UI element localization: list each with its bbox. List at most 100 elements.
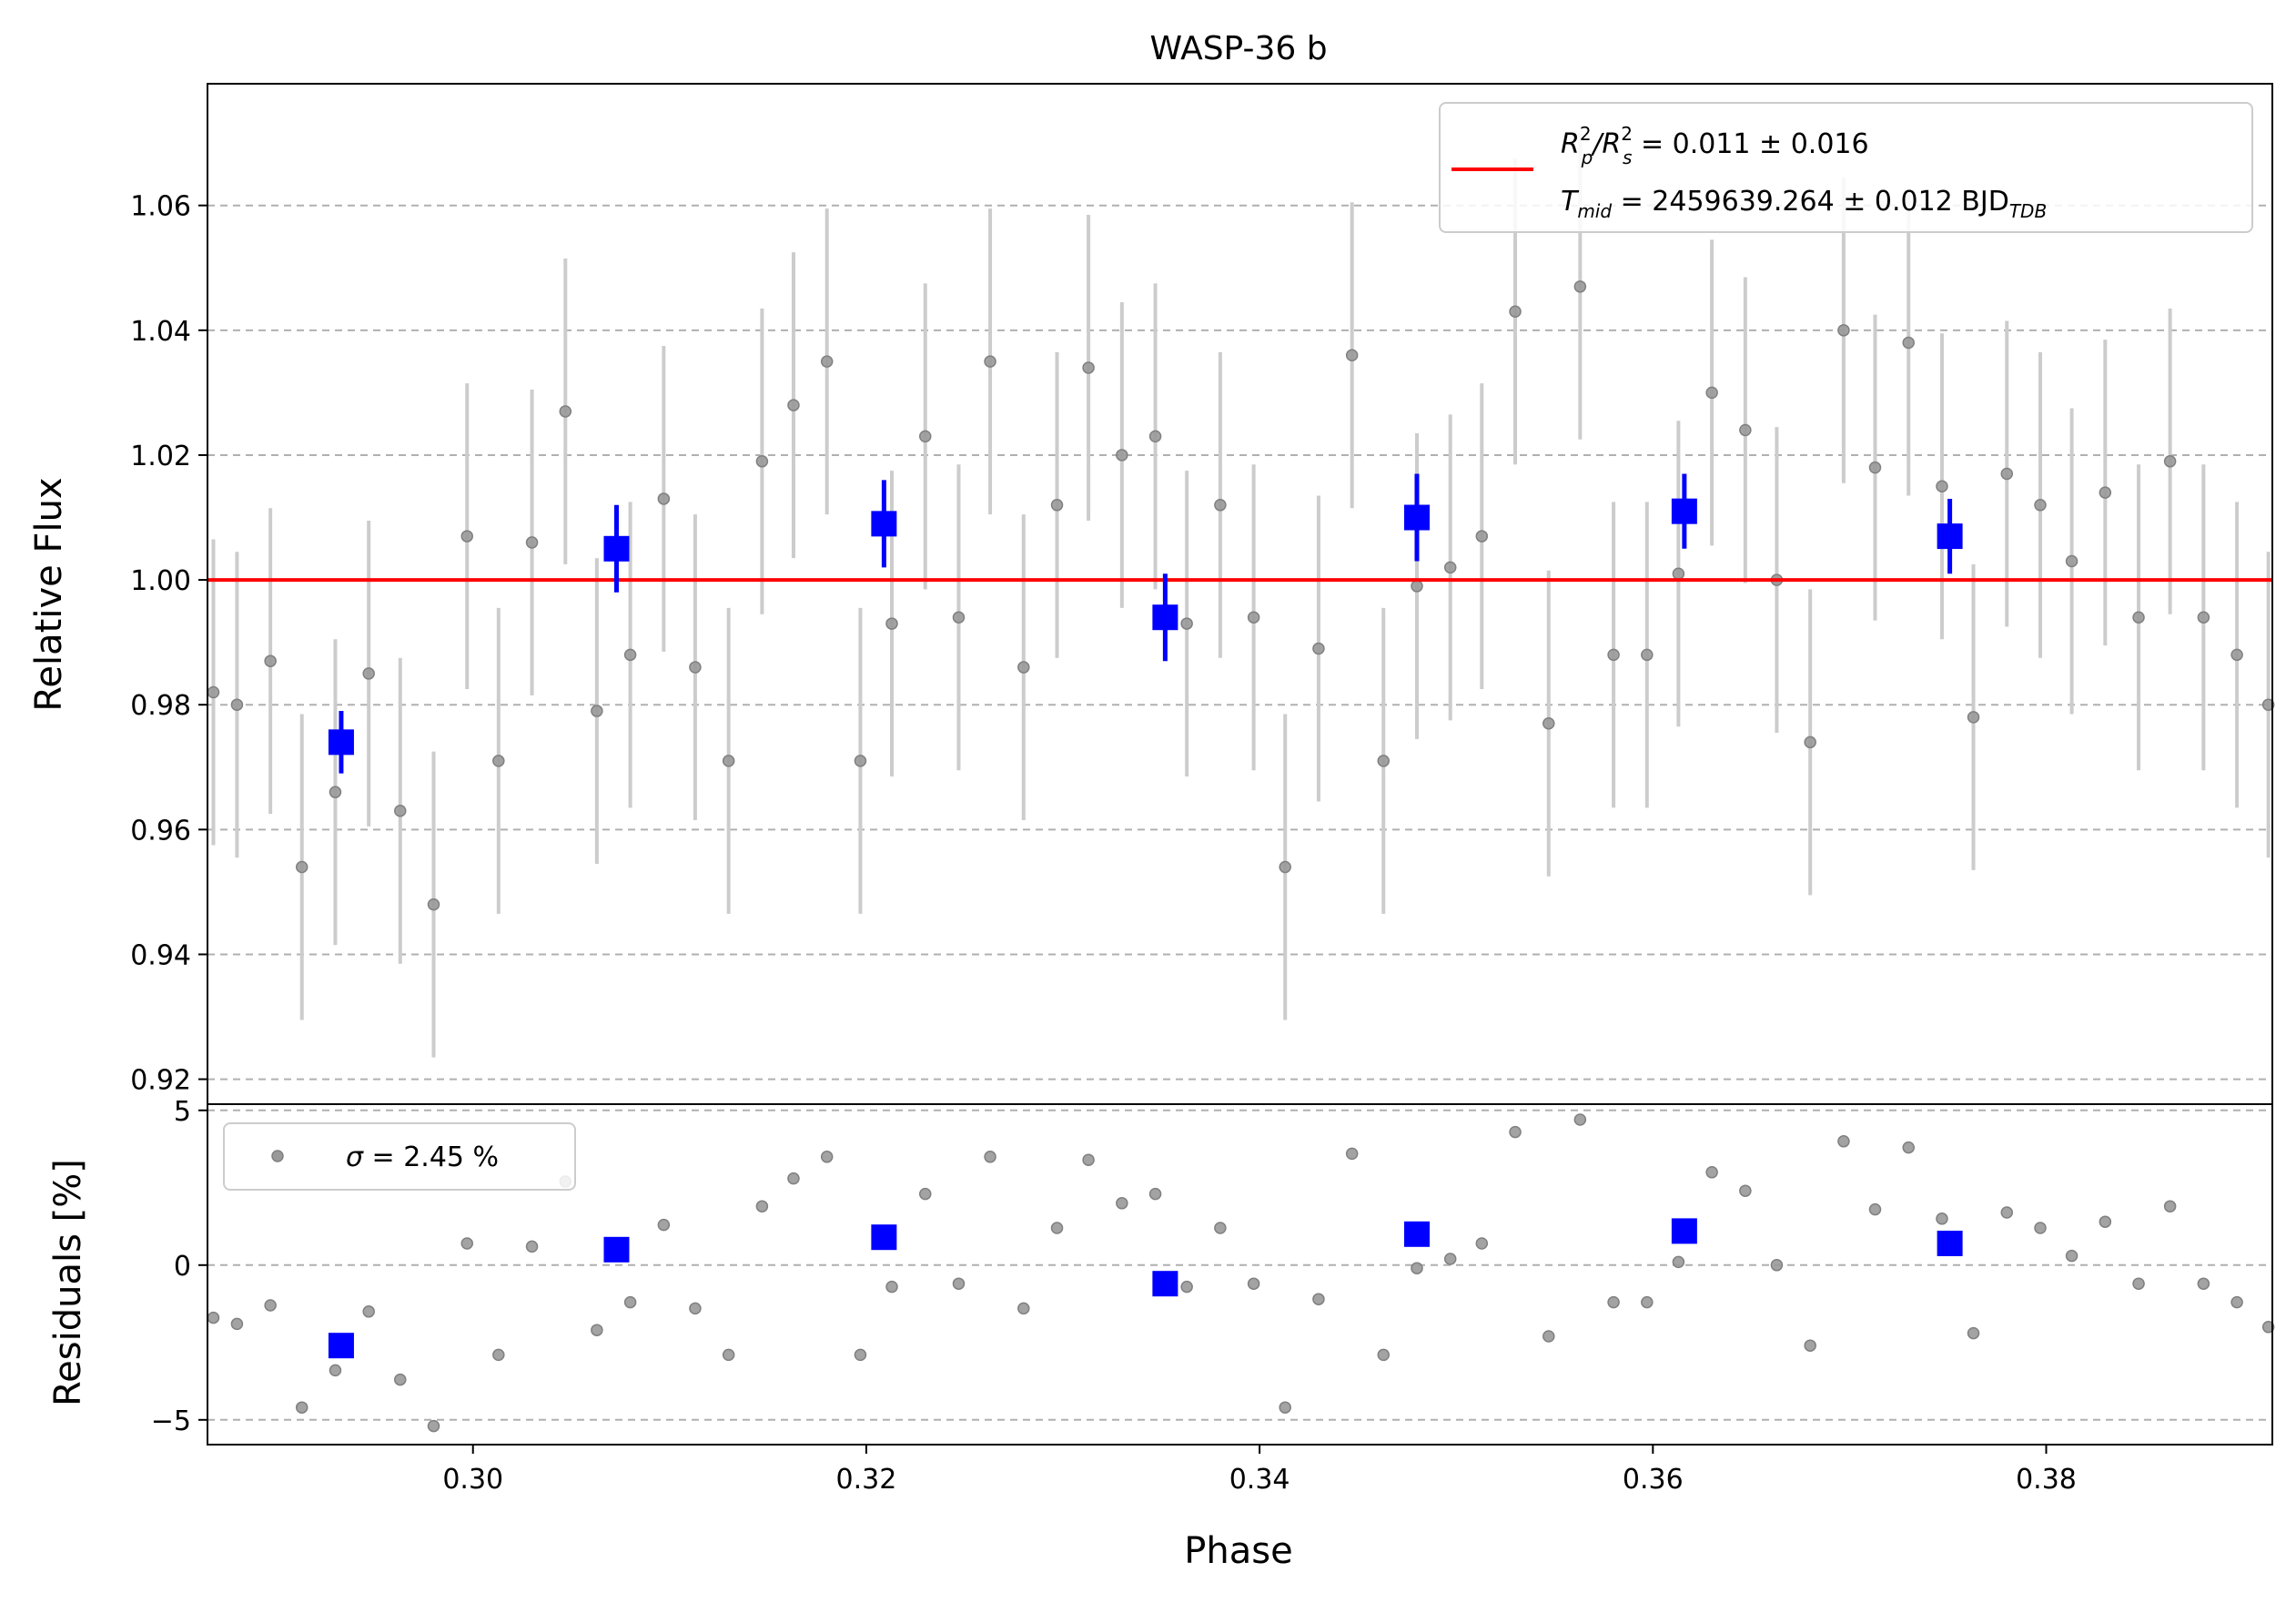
raw-point [1509, 305, 1522, 319]
residual-point [1967, 1326, 1980, 1340]
raw-point [329, 786, 342, 798]
residual-point [918, 1187, 932, 1201]
raw-point [1475, 530, 1489, 543]
raw-point [722, 755, 735, 767]
residual-point [1770, 1259, 1784, 1272]
raw-point [207, 685, 220, 699]
residual-point [427, 1419, 440, 1433]
residual-point [525, 1240, 539, 1253]
raw-point [362, 667, 375, 680]
residual-point [2065, 1249, 2079, 1263]
residual-point [362, 1305, 375, 1318]
legend-rs-sub: s [1623, 147, 1632, 168]
residual-point [1607, 1295, 1620, 1309]
raw-point [2197, 611, 2210, 624]
raw-point [952, 611, 966, 624]
raw-point [1542, 717, 1555, 730]
raw-point [2099, 486, 2112, 499]
raw-point [1443, 561, 1457, 574]
residual-point [1573, 1113, 1587, 1126]
residual-point [295, 1401, 308, 1414]
raw-point [1116, 449, 1128, 462]
residual-point [1017, 1302, 1030, 1315]
raw-point [1641, 648, 1654, 662]
residual-point [2261, 1321, 2275, 1334]
raw-point [2000, 467, 2014, 481]
legend-tmid-sub: mid [1577, 200, 1612, 222]
raw-point [295, 860, 308, 874]
residual-point [1148, 1187, 1162, 1201]
residual-point [1116, 1197, 1128, 1210]
raw-point [1868, 461, 1882, 474]
residuals-y-axis-label: Residuals [%] [47, 1159, 89, 1406]
raw-point [2132, 611, 2145, 624]
residual-point [1837, 1135, 1850, 1148]
legend-sigma-symbol: σ [346, 1141, 364, 1173]
main-legend-box [1439, 102, 2253, 233]
raw-point [1804, 736, 1816, 749]
raw-point [394, 805, 407, 817]
legend-tdb-sub: TDB [2009, 200, 2047, 222]
residual-point [787, 1172, 800, 1185]
legend-rp-sup: 2 [1580, 123, 1592, 145]
raw-point [820, 355, 834, 368]
residual-point [1641, 1295, 1654, 1309]
raw-point [427, 898, 440, 911]
residual-point [460, 1237, 473, 1250]
main-y-tick-label: 0.94 [130, 939, 191, 971]
residual-point [755, 1200, 769, 1212]
residual-point [1411, 1262, 1423, 1274]
residual-point [689, 1302, 702, 1315]
raw-point [1247, 611, 1260, 624]
raw-point [1573, 280, 1587, 293]
raw-point [460, 530, 473, 543]
raw-point [1148, 430, 1162, 443]
residuals-binned-points [328, 1218, 1963, 1359]
residual-point [2163, 1200, 2177, 1212]
raw-point [1607, 648, 1620, 662]
raw-point [1017, 661, 1030, 674]
residual-binned-point [603, 1236, 630, 1263]
raw-point [1377, 755, 1390, 767]
residual-point [1377, 1348, 1390, 1362]
residual-point [1279, 1401, 1291, 1414]
residual-point [2230, 1295, 2243, 1309]
legend-tmid-symbol: T [1561, 186, 1580, 218]
residual-point [591, 1324, 603, 1336]
residuals-y-tick-label: 0 [174, 1251, 191, 1283]
x-axis-label: Phase [1184, 1530, 1292, 1572]
residual-point [1082, 1153, 1095, 1166]
residual-point [207, 1311, 220, 1324]
residual-point [1312, 1293, 1325, 1305]
raw-point [755, 455, 769, 468]
residual-point [492, 1348, 505, 1362]
main-y-tick-label: 0.98 [130, 690, 191, 722]
main-y-tick-label: 1.02 [130, 441, 191, 472]
binned-point [603, 535, 630, 562]
residual-point [1739, 1184, 1752, 1197]
raw-point [1050, 499, 1064, 512]
residuals-y-tick-label: 5 [174, 1096, 191, 1128]
x-tick-label: 0.38 [2016, 1464, 2077, 1496]
legend-rp-symbol: R [1561, 128, 1580, 160]
residual-point [722, 1348, 735, 1362]
legend-tmid-value: = 2459639.264 ± 0.012 BJD [1612, 186, 2009, 218]
x-tick-label: 0.32 [836, 1464, 897, 1496]
raw-point [623, 648, 637, 662]
legend-sigma-text: σ = 2.45 % [346, 1141, 499, 1173]
main-y-axis-label: Relative Flux [28, 477, 70, 711]
raw-point [1672, 567, 1685, 580]
main-y-tick-label: 1.04 [130, 316, 191, 348]
raw-point [2065, 554, 2079, 568]
residual-binned-point [1937, 1231, 1963, 1256]
raw-point [787, 399, 800, 411]
residual-binned-point [1403, 1221, 1430, 1247]
residual-point [264, 1299, 277, 1312]
residual-binned-point [1671, 1218, 1697, 1244]
binned-point [871, 511, 897, 537]
main-binned-points [328, 473, 1963, 774]
legend-model-line2: Tmid = 2459639.264 ± 0.012 BJDTDB [1561, 186, 2047, 222]
binned-point [1937, 523, 1963, 550]
raw-point [2163, 455, 2177, 468]
